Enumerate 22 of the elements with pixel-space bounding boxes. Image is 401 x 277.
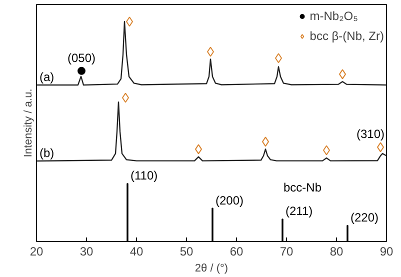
point	[78, 66, 86, 75]
annotation: (200)	[216, 193, 244, 208]
x-tick-label: 20	[30, 244, 44, 258]
x-tick-label: 40	[130, 244, 144, 258]
legend-label: bcc β-(Nb, Zr)	[310, 29, 384, 43]
x-tick-label: 90	[380, 244, 394, 258]
text: bcc-Nb	[284, 180, 322, 195]
x-tick-label: 30	[80, 244, 94, 258]
annotation: (050)	[67, 50, 96, 65]
x-tick-label: 50	[180, 244, 194, 258]
annotation: (220)	[350, 210, 379, 224]
x-axis-title: 2θ / (°)	[194, 262, 228, 274]
annotation: (b)	[40, 146, 54, 160]
annotation: (a)	[40, 70, 54, 84]
annotation: (211)	[286, 204, 313, 218]
x-tick-label: 80	[330, 244, 344, 258]
y-axis-title: Intensity / a.u.	[22, 88, 34, 158]
legend-label: m-Nb₂O₅	[310, 9, 358, 23]
x-tick-label: 60	[230, 244, 244, 258]
annotation: (110)	[130, 168, 158, 183]
annotation: (310)	[356, 127, 385, 142]
x-tick-label: 70	[280, 244, 294, 258]
